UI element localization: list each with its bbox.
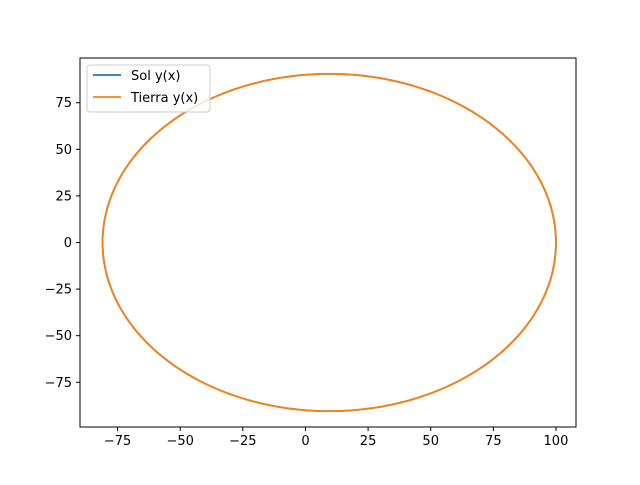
x-tick-label: 75 [485,434,502,449]
legend: Sol y(x) Tierra y(x) [86,64,211,113]
y-tick-label: 0 [64,236,72,251]
x-tick-label: −25 [229,434,256,449]
x-tick-label: 50 [422,434,439,449]
x-tick-label: 100 [544,434,569,449]
series-line-1 [101,72,557,413]
y-tick-label: 75 [55,96,72,111]
y-tick-label: 50 [55,143,72,158]
y-axis: −75 −50 −25 0 25 50 75 [45,96,80,391]
x-axis: −75 −50 −25 0 25 50 75 100 [104,427,569,449]
legend-label-tierra: Tierra y(x) [130,91,198,106]
x-tick-label: 0 [301,434,309,449]
y-tick-label: −50 [45,329,72,344]
y-tick-label: 25 [55,189,72,204]
legend-box [86,64,211,113]
x-tick-label: −75 [104,434,131,449]
x-tick-label: −50 [166,434,193,449]
y-tick-label: −75 [45,376,72,391]
x-tick-label: 25 [360,434,377,449]
series-layer [101,72,557,413]
legend-label-sol: Sol y(x) [131,69,180,84]
y-tick-label: −25 [45,283,72,298]
